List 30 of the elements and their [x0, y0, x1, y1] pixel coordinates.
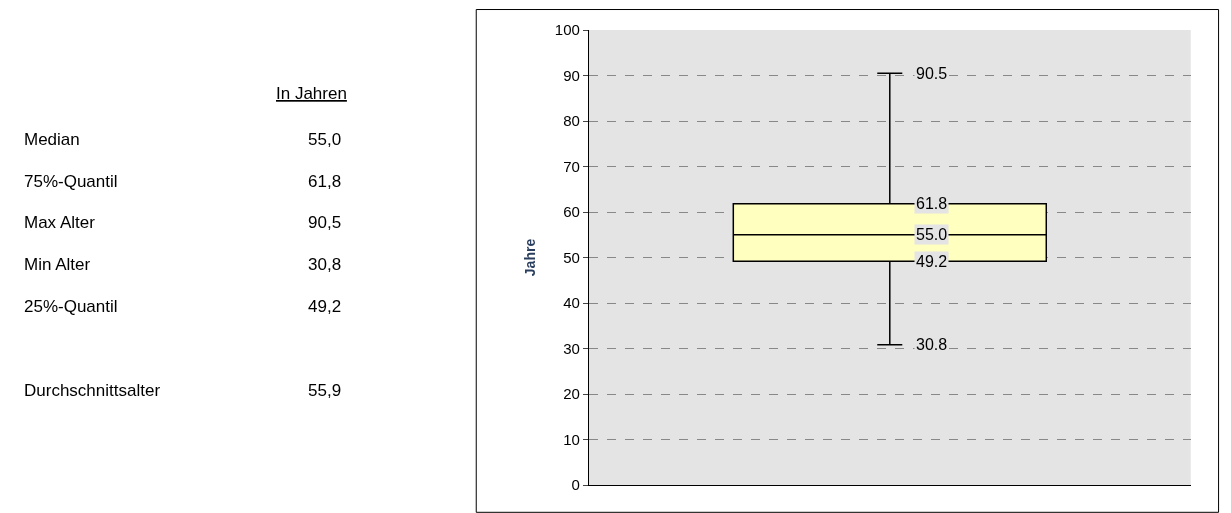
text: 55,0: [308, 130, 342, 149]
y-tick-label: 80: [563, 112, 580, 130]
y-tick-label: 100: [554, 21, 580, 39]
text: 75%-Quantil: [24, 172, 118, 191]
y-tick-label: 50: [563, 248, 580, 266]
annotation: 49.2: [916, 253, 948, 270]
text: Durchschnittsalter: [24, 381, 161, 400]
text: 55,9: [308, 381, 342, 400]
annotation: 61.8: [916, 195, 948, 212]
y-tick-label: 10: [563, 430, 580, 448]
text: In Jahren: [276, 84, 347, 103]
text: 25%-Quantil: [24, 297, 118, 316]
y-tick-label: 70: [563, 157, 580, 175]
y-axis-title: Jahre: [522, 238, 539, 277]
text: 61,8: [308, 172, 342, 191]
text: 30,8: [308, 255, 342, 274]
y-tick-label: 60: [563, 203, 580, 221]
text: Median: [24, 130, 80, 149]
annotation: 30.8: [916, 336, 948, 353]
annotation: 90.5: [916, 65, 948, 82]
text: 49,2: [308, 297, 342, 316]
y-tick-label: 20: [563, 385, 580, 403]
y-tick-label: 40: [563, 294, 580, 312]
y-tick-label: 0: [571, 476, 580, 494]
text: 90,5: [308, 213, 342, 232]
y-tick-label: 30: [563, 339, 580, 357]
text: Max Alter: [24, 213, 96, 232]
annotation: 55.0: [916, 226, 948, 243]
text: Min Alter: [24, 255, 91, 274]
y-tick-label: 90: [563, 66, 580, 84]
